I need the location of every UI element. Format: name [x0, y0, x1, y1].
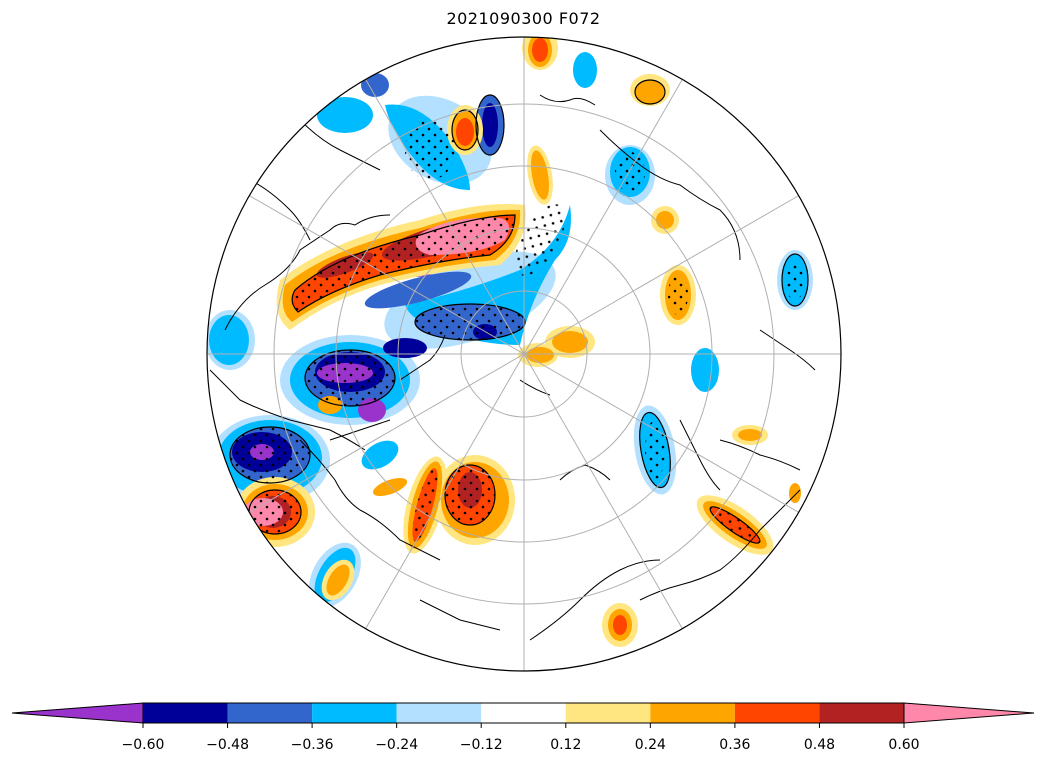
map-content — [207, 37, 841, 671]
colorbar-extend-min — [11, 702, 144, 724]
colorbar-segment — [481, 703, 566, 723]
colorbar-ticks: −0.60 −0.48 −0.36 −0.24 −0.12 0.12 0.24 0.36 0.4… — [122, 723, 920, 753]
contour-lines — [229, 79, 809, 544]
colorbar-tick-label: −0.48 — [206, 737, 249, 753]
colorbar-segment — [565, 703, 651, 723]
colorbar-outline — [142, 702, 905, 724]
colorbar-segment — [819, 703, 904, 723]
colorbar-tick-label: −0.60 — [122, 737, 165, 753]
graticule — [207, 37, 841, 671]
colorbar-tick-label: 0.36 — [719, 737, 750, 753]
colorbar-segment — [734, 703, 820, 723]
colorbar-segment — [650, 703, 735, 723]
colorbar-tick-label: −0.36 — [291, 737, 334, 753]
colorbar-segments — [11, 702, 1035, 724]
colorbar-tick-label: 0.24 — [635, 737, 666, 753]
colorbar-segment — [396, 703, 482, 723]
colorbar-tick-label: −0.24 — [375, 737, 418, 753]
map-boundary — [206, 36, 842, 672]
colorbar-extend-max — [903, 702, 1035, 724]
colorbar-segment — [312, 703, 397, 723]
colorbar-tick-label: −0.12 — [460, 737, 503, 753]
colorbar-tick-label: 0.12 — [550, 737, 581, 753]
coastlines — [209, 94, 816, 641]
plot-title: 2021090300 F072 — [446, 9, 601, 28]
colorbar-segment — [227, 703, 313, 723]
colorbar-tick-label: 0.48 — [804, 737, 835, 753]
significance-stippling — [230, 120, 805, 544]
colorbar-segment — [143, 703, 228, 723]
colorbar-tick-label: 0.60 — [888, 737, 919, 753]
